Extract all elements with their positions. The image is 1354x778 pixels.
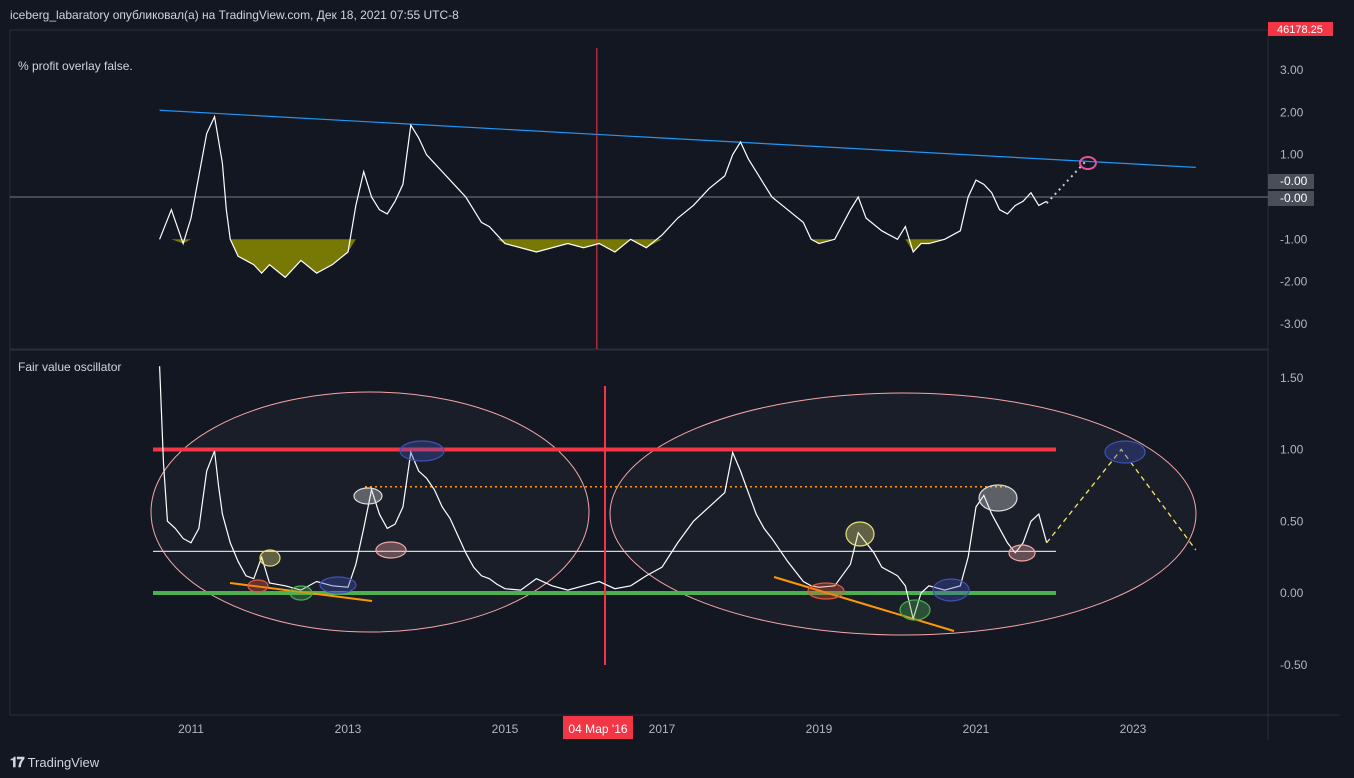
top-trend-line xyxy=(159,109,1196,168)
bottom-pane-title: Fair value oscillator xyxy=(18,360,121,374)
crosshair-date-badge xyxy=(563,716,633,739)
marker-red xyxy=(807,582,845,600)
marker-green xyxy=(899,599,931,621)
marker-yellow xyxy=(259,549,281,567)
top-ytick-label: -1.00 xyxy=(1280,232,1308,246)
marker-white xyxy=(978,484,1018,512)
top-ytick-label: 3.00 xyxy=(1280,63,1304,77)
marker-blue xyxy=(319,576,357,594)
bottom-ytick-label: 1.00 xyxy=(1280,443,1304,457)
marker-blue xyxy=(932,578,970,602)
attribution-header: iceberg_labaratory опубликовал(а) на Tra… xyxy=(0,0,1354,30)
top-series-line xyxy=(159,114,1047,279)
top-value-badge-text: -0.00 xyxy=(1280,174,1308,188)
x-tick-label: 2017 xyxy=(649,722,676,736)
marker-red xyxy=(247,579,269,593)
marker-blue-top xyxy=(399,440,445,462)
top-ytick-label: -3.00 xyxy=(1280,317,1308,331)
top-ytick-label: 1.00 xyxy=(1280,148,1304,162)
bottom-ytick-label: 0.00 xyxy=(1280,586,1304,600)
x-tick-label: 2013 xyxy=(335,722,362,736)
bottom-ytick-label: 0.50 xyxy=(1280,514,1304,528)
marker-pink xyxy=(375,541,407,559)
bottom-projection-line xyxy=(1046,448,1197,551)
price-badge-text: 46178.25 xyxy=(1277,24,1323,36)
cycle-ellipse-right xyxy=(609,392,1197,636)
marker-blue-projection xyxy=(1104,440,1146,464)
top-value-badge xyxy=(1268,174,1314,189)
top-negative-fill xyxy=(171,239,945,278)
crosshair-date-label: 04 Мар '16 xyxy=(568,722,627,736)
x-tick-label: 2023 xyxy=(1120,722,1147,736)
bottom-ytick-label: -0.50 xyxy=(1280,658,1308,672)
top-pane-layer xyxy=(10,48,1268,349)
orange-trend-right xyxy=(773,576,955,632)
cycle-ellipse-left xyxy=(150,391,590,633)
marker-pink xyxy=(1008,544,1036,562)
marker-green xyxy=(289,585,313,601)
bottom-pane-layer xyxy=(150,366,1197,665)
x-tick-label: 2011 xyxy=(178,722,204,736)
attribution-text: iceberg_labaratory опубликовал(а) на Tra… xyxy=(10,8,459,22)
top-ytick-label: -2.00 xyxy=(1280,275,1308,289)
bottom-ytick-label: 1.50 xyxy=(1280,371,1304,385)
marker-yellow xyxy=(845,521,875,547)
top-ytick-label: 2.00 xyxy=(1280,105,1304,119)
marker-white xyxy=(353,487,383,505)
axis-layer: 3.00 2.00 1.00 -1.00 -2.00 -3.00 -0.00 -0.00 1.5… xyxy=(178,63,1314,739)
footer: 𝟏𝟕 TradingView xyxy=(0,746,1354,778)
x-tick-label: 2021 xyxy=(963,722,990,736)
top-pane-title: % profit overlay false. xyxy=(18,59,133,73)
top-pane-frame xyxy=(9,29,1269,350)
price-badge: 46178.25 xyxy=(1268,22,1333,36)
top-projection-line xyxy=(1045,160,1087,205)
top-projection-marker xyxy=(1078,156,1097,171)
orange-trend-left xyxy=(229,582,373,602)
x-tick-label: 2019 xyxy=(806,722,833,736)
x-tick-label: 2015 xyxy=(492,722,519,736)
tradingview-logo-icon: 𝟏𝟕 xyxy=(10,753,25,770)
top-value-badge-text: -0.00 xyxy=(1280,191,1308,205)
top-value-badge xyxy=(1268,191,1314,206)
brand-name[interactable]: TradingView xyxy=(27,754,100,770)
